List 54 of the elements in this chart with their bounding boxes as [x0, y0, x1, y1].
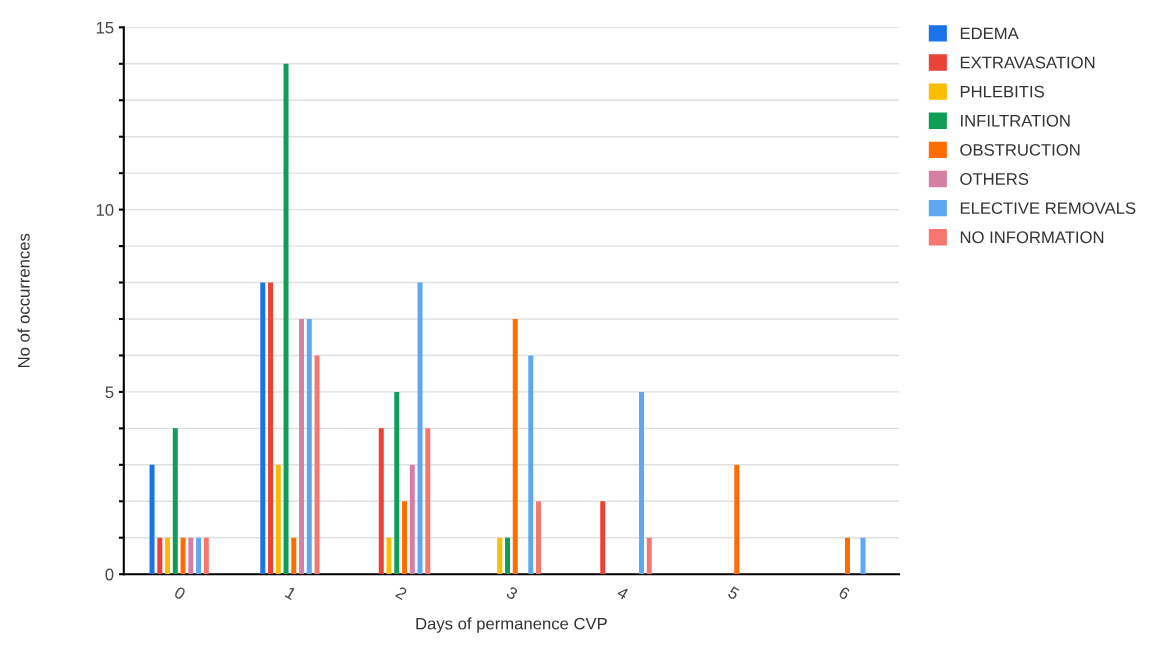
bar [268, 282, 274, 575]
x-tick-label: 2 [395, 586, 408, 600]
x-axis-title: Days of permanence CVP [416, 617, 607, 633]
legend-label: ELECTIVE REMOVALS [960, 202, 1136, 215]
x-tick-label: 3 [505, 585, 519, 601]
bar [172, 428, 178, 575]
bar [188, 537, 194, 575]
y-axis-title: No of occurrences [17, 233, 30, 368]
bar [505, 537, 511, 575]
legend-label: EDEMA [960, 27, 1019, 40]
bar [165, 537, 171, 575]
bar [299, 318, 305, 575]
legend-label: OTHERS [960, 173, 1029, 185]
bar [417, 282, 423, 575]
bar [512, 318, 518, 575]
bar [536, 501, 542, 575]
bar [275, 464, 281, 575]
bar [291, 537, 297, 575]
bar [386, 537, 392, 575]
x-tick-label: 0 [173, 586, 187, 601]
x-tick-label: 6 [838, 586, 851, 601]
y-tick-label: 10 [96, 204, 114, 216]
bar [402, 501, 408, 575]
y-tick-label: 15 [96, 21, 114, 34]
bar [409, 464, 415, 575]
legend-label: PHLEBITIS [960, 85, 1044, 98]
x-tick-label: 1 [284, 586, 297, 600]
bar [180, 537, 186, 575]
y-tick-label: 5 [105, 386, 114, 399]
bar [425, 428, 431, 575]
bar [734, 464, 740, 575]
bar [528, 355, 534, 575]
bar [600, 501, 606, 575]
bar [394, 391, 400, 575]
bar [378, 428, 384, 575]
bar [845, 537, 850, 575]
legend-label: NO INFORMATION [960, 231, 1104, 244]
bar [157, 537, 163, 575]
x-tick-label: 4 [616, 586, 630, 601]
legend-label: INFILTRATION [961, 114, 1070, 127]
bar [497, 537, 503, 575]
bar [196, 537, 202, 575]
bar [149, 464, 155, 575]
bar [260, 282, 266, 575]
bar [283, 63, 289, 575]
legend-label: OBSTRUCTION [960, 143, 1080, 156]
bar [639, 391, 645, 575]
bar [203, 537, 209, 575]
legend-label: EXTRAVASATION [960, 56, 1095, 69]
y-tick-label: 0 [105, 568, 114, 581]
x-tick-label: 5 [727, 586, 740, 601]
bar [646, 537, 652, 575]
bar [314, 355, 320, 575]
bar [306, 318, 312, 575]
